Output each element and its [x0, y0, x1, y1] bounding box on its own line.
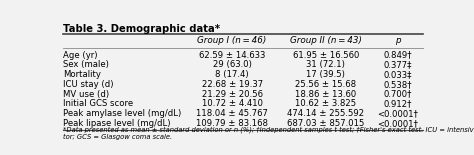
Text: Initial GCS score: Initial GCS score — [63, 100, 133, 108]
Text: <0.0001†: <0.0001† — [377, 119, 418, 128]
Text: Group II (n = 43): Group II (n = 43) — [290, 36, 362, 45]
Text: 62.59 ± 14.633: 62.59 ± 14.633 — [199, 51, 265, 60]
Text: p: p — [395, 36, 401, 45]
Text: 8 (17.4): 8 (17.4) — [215, 70, 249, 79]
Text: 0.700†: 0.700† — [383, 90, 412, 99]
Text: Peak amylase level (mg/dL): Peak amylase level (mg/dL) — [63, 109, 181, 118]
Text: 61.95 ± 16.560: 61.95 ± 16.560 — [292, 51, 359, 60]
Text: 10.62 ± 3.825: 10.62 ± 3.825 — [295, 100, 356, 108]
Text: Group I (n = 46): Group I (n = 46) — [198, 36, 267, 45]
Text: 31 (72.1): 31 (72.1) — [306, 60, 345, 69]
Text: Age (yr): Age (yr) — [63, 51, 98, 60]
Text: Table 3. Demographic data*: Table 3. Demographic data* — [63, 24, 220, 34]
Text: MV use (d): MV use (d) — [63, 90, 109, 99]
Text: 118.04 ± 45.767: 118.04 ± 45.767 — [196, 109, 268, 118]
Text: Peak lipase level (mg/dL): Peak lipase level (mg/dL) — [63, 119, 171, 128]
Text: 25.56 ± 15.68: 25.56 ± 15.68 — [295, 80, 356, 89]
Text: 18.86 ± 13.60: 18.86 ± 13.60 — [295, 90, 356, 99]
Text: 0.912†: 0.912† — [383, 100, 412, 108]
Text: 0.377‡: 0.377‡ — [383, 60, 412, 69]
Text: ICU stay (d): ICU stay (d) — [63, 80, 113, 89]
Text: 474.14 ± 255.592: 474.14 ± 255.592 — [287, 109, 365, 118]
Text: 21.29 ± 20.56: 21.29 ± 20.56 — [201, 90, 263, 99]
Text: <0.0001†: <0.0001† — [377, 109, 418, 118]
Text: Sex (male): Sex (male) — [63, 60, 109, 69]
Text: 10.72 ± 4.410: 10.72 ± 4.410 — [201, 100, 263, 108]
Text: 17 (39.5): 17 (39.5) — [306, 70, 345, 79]
Text: 109.79 ± 83.168: 109.79 ± 83.168 — [196, 119, 268, 128]
Text: 0.538†: 0.538† — [383, 80, 412, 89]
Text: 29 (63.0): 29 (63.0) — [213, 60, 252, 69]
Text: 0.849†: 0.849† — [383, 51, 412, 60]
Text: 0.033‡: 0.033‡ — [383, 70, 412, 79]
Text: 22.68 ± 19.37: 22.68 ± 19.37 — [201, 80, 263, 89]
Text: 687.03 ± 857.015: 687.03 ± 857.015 — [287, 119, 365, 128]
Text: *Data presented as mean ± standard deviation or n (%); †Independent samples t te: *Data presented as mean ± standard devia… — [63, 126, 474, 140]
Text: Mortality: Mortality — [63, 70, 101, 79]
